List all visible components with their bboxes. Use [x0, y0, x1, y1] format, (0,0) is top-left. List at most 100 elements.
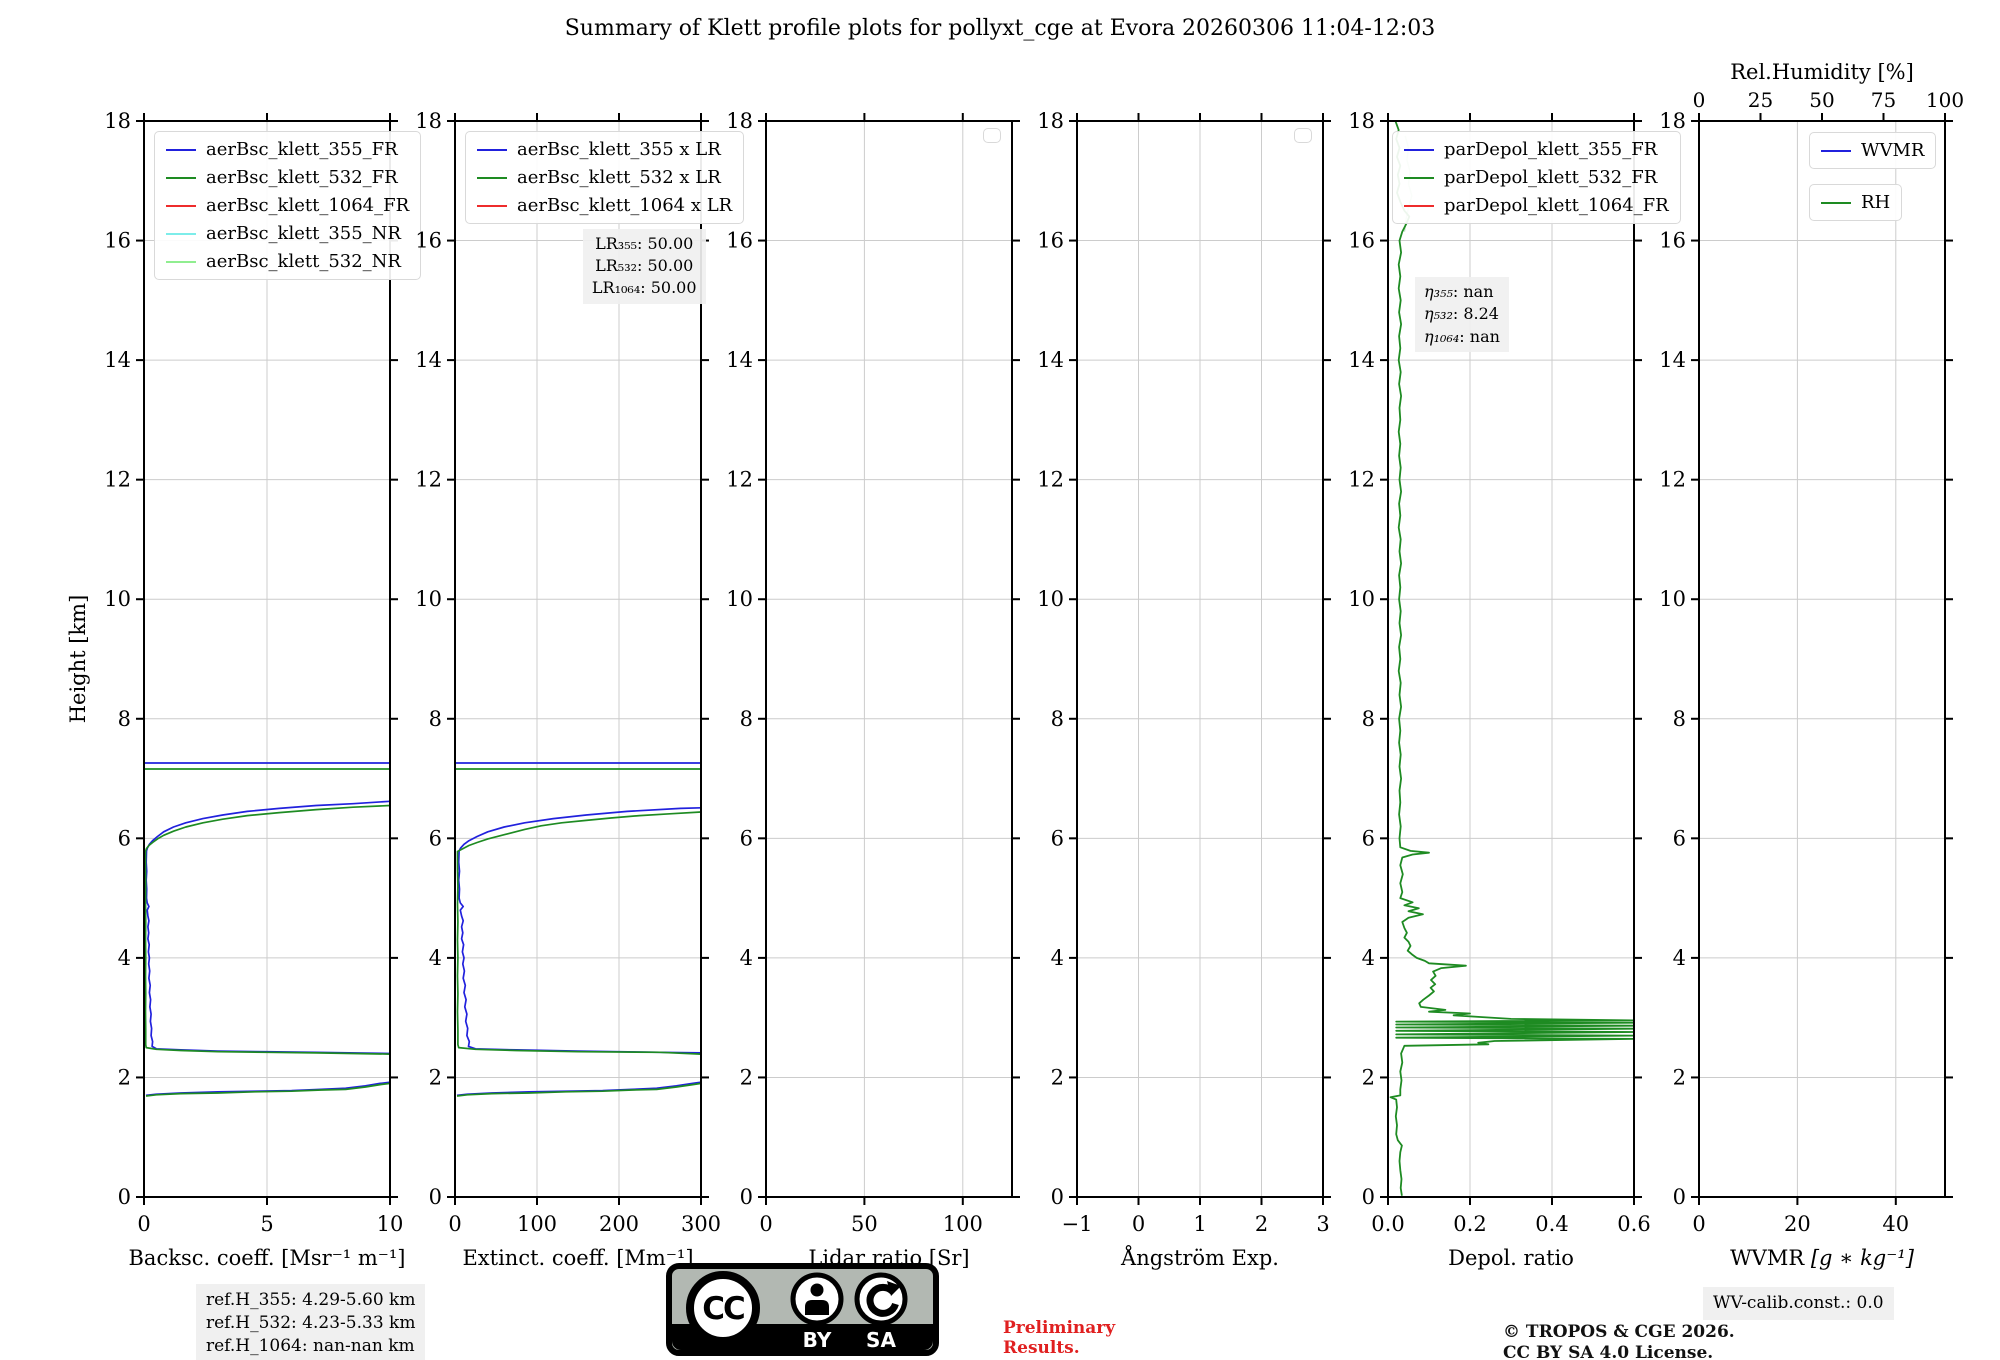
svg-text:6: 6 [740, 826, 753, 850]
svg-text:8: 8 [740, 707, 753, 731]
svg-text:8: 8 [1051, 707, 1064, 731]
legend-label: aerBsc_klett_532 x LR [517, 167, 721, 188]
share-alike-arrow-icon [854, 1272, 908, 1326]
subplot-1: 0 5 10 0 2 4 6 8 10 12 14 16 18 Backsc. coeff. [Msr⁻¹… [74, 63, 434, 1277]
svg-text:2: 2 [1255, 1212, 1268, 1236]
svg-text:8: 8 [1362, 707, 1375, 731]
svg-text:18: 18 [1659, 109, 1686, 133]
subplot-2: 0 100 200 300 0 2 4 6 8 10 12 14 16 18 Extinct. coeff.… [385, 63, 745, 1277]
svg-text:18: 18 [726, 109, 753, 133]
svg-text:16: 16 [1348, 229, 1375, 253]
legend-label: RH [1861, 192, 1891, 213]
cc-by-text: BY [803, 1328, 832, 1352]
svg-text:14: 14 [1037, 348, 1064, 372]
legend-label: aerBsc_klett_1064_FR [206, 195, 410, 216]
svg-text:10: 10 [1348, 587, 1375, 611]
legend-line-swatch [166, 260, 196, 263]
svg-text:8: 8 [1673, 707, 1686, 731]
subplot-5: 0.0 0.2 0.4 0.6 0 2 4 6 8 10 12 14 16 18 Depol. ratio p… [1318, 63, 1681, 1277]
legend-label: aerBsc_klett_1064 x LR [517, 195, 733, 216]
legend-entry: aerBsc_klett_532_NR [166, 251, 409, 272]
legend-label: parDepol_klett_1064_FR [1444, 195, 1669, 216]
series-aerBsc_klett_355_FR [145, 800, 391, 1055]
svg-text:0: 0 [1692, 1212, 1705, 1236]
svg-text:10: 10 [726, 587, 753, 611]
svg-text:14: 14 [1348, 348, 1375, 372]
legend-empty-plot-3 [983, 128, 1001, 143]
figure-title: Summary of Klett profile plots for polly… [564, 16, 1436, 41]
svg-text:18: 18 [1037, 109, 1064, 133]
svg-text:4: 4 [1051, 946, 1064, 970]
series-aerBsc_klett_532_FR [145, 1082, 391, 1097]
svg-text:14: 14 [415, 348, 442, 372]
legend-line-swatch [166, 176, 196, 179]
legend-entry: aerBsc_klett_355_FR [166, 139, 409, 160]
preliminary-results-note: Preliminary Results. [1003, 1318, 1116, 1359]
subplot-6: 0 20 40 0 2 4 6 8 10 12 14 16 18 0 25 50 75 100 Rel.Humidi… [1629, 63, 1989, 1277]
svg-text:12: 12 [1348, 468, 1375, 492]
attribution-person-icon [790, 1272, 844, 1326]
svg-text:4: 4 [1362, 946, 1375, 970]
svg-text:2: 2 [1673, 1065, 1686, 1089]
annotation-line: η₃₅₅: nan [1424, 282, 1494, 302]
annotation-line: η₁₀₆₄: nan [1424, 326, 1500, 346]
svg-text:12: 12 [1659, 468, 1686, 492]
svg-text:100: 100 [943, 1212, 983, 1236]
legend-line-swatch [477, 204, 507, 207]
legend-line-swatch [1404, 204, 1434, 207]
svg-text:18: 18 [1348, 109, 1375, 133]
svg-text:8: 8 [429, 707, 442, 731]
legend-label: aerBsc_klett_532_FR [206, 167, 398, 188]
legend-label: parDepol_klett_355_FR [1444, 139, 1658, 160]
annotation-line: LR₁₀₆₄: 50.00 [591, 278, 697, 298]
svg-text:6: 6 [1673, 826, 1686, 850]
annotation-line: LR₅₃₂: 50.00 [595, 255, 694, 275]
legend-line-swatch [166, 204, 196, 207]
svg-text:2: 2 [429, 1065, 442, 1089]
top-axis-label: Rel.Humidity [%] [1730, 63, 1914, 84]
legend-entry: parDepol_klett_1064_FR [1404, 195, 1669, 216]
legend-entry: aerBsc_klett_355 x LR [477, 139, 732, 160]
svg-text:2: 2 [118, 1065, 131, 1089]
svg-text:20: 20 [1784, 1212, 1811, 1236]
svg-text:14: 14 [726, 348, 753, 372]
svg-text:16: 16 [1659, 229, 1686, 253]
legend-entry: WVMR [1821, 140, 1924, 161]
svg-text:6: 6 [118, 826, 131, 850]
svg-text:6: 6 [1362, 826, 1375, 850]
svg-text:14: 14 [104, 348, 131, 372]
svg-text:4: 4 [429, 946, 442, 970]
svg-text:40: 40 [1882, 1212, 1909, 1236]
svg-text:2: 2 [1362, 1065, 1375, 1089]
copyright-note: © TROPOS & CGE 2026. CC BY SA 4.0 Licens… [1503, 1322, 1735, 1360]
legend-entry: aerBsc_klett_1064 x LR [477, 195, 732, 216]
svg-text:50: 50 [1809, 88, 1834, 112]
svg-text:0: 0 [740, 1185, 753, 1209]
svg-text:100: 100 [517, 1212, 557, 1236]
legend-label: parDepol_klett_532_FR [1444, 167, 1658, 188]
legend-plot-6-2: RH [1809, 184, 1903, 221]
legend-plot-6-1: WVMR [1809, 132, 1937, 169]
svg-text:4: 4 [118, 946, 131, 970]
cc-circle-icon [686, 1271, 760, 1345]
series-aerBsc_klett_532 x LR [456, 1082, 702, 1097]
x-axis-label-2: Extinct. coeff. [Mm⁻¹] [462, 1246, 693, 1270]
svg-text:5: 5 [260, 1212, 273, 1236]
series-aerBsc_klett_532 x LR [456, 811, 702, 1055]
svg-text:100: 100 [1926, 88, 1964, 112]
legend-line-swatch [477, 148, 507, 151]
svg-text:0: 0 [429, 1185, 442, 1209]
series-aerBsc_klett_532_FR [144, 804, 391, 1055]
legend-label: WVMR [1861, 140, 1925, 161]
annotation-plot-5-1: η₃₅₅: nan η₅₃₂: 8.24 η₁₀₆₄: nan [1415, 277, 1509, 353]
cc-text: CC [702, 1291, 744, 1327]
svg-text:200: 200 [599, 1212, 639, 1236]
svg-text:10: 10 [377, 1212, 404, 1236]
svg-text:0.6: 0.6 [1617, 1212, 1650, 1236]
subplot-4: −1 0 1 2 3 0 2 4 6 8 10 12 14 16 18 Ångström Exp. [1007, 63, 1367, 1277]
svg-text:10: 10 [1659, 587, 1686, 611]
legend-line-swatch [1404, 176, 1434, 179]
plot-canvas-5: 0.0 0.2 0.4 0.6 0 2 4 6 8 10 12 14 16 18 Depol. ratio [1348, 109, 1650, 1270]
annotation-plot-2-1: LR₃₅₅: 50.00 LR₅₃₂: 50.00 LR₁₀₆₄: 50.00 [582, 228, 706, 304]
